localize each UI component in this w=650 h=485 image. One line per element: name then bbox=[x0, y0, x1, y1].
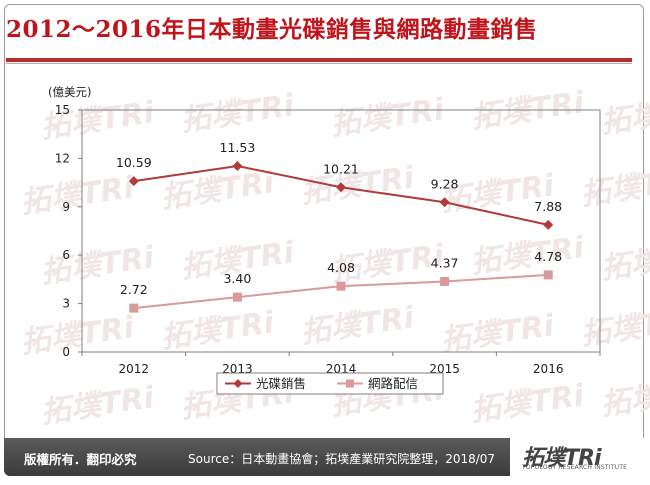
data-label: 4.37 bbox=[431, 255, 459, 270]
data-point bbox=[336, 182, 346, 193]
x-tick-label: 2012 bbox=[119, 362, 150, 376]
legend-label: 網路配信 bbox=[368, 376, 418, 391]
data-label: 4.08 bbox=[327, 260, 355, 275]
data-point bbox=[440, 276, 450, 286]
logo-subtitle: TOPOLOGY RESEARCH INSTITUTE bbox=[522, 464, 628, 471]
source-text: Source：日本動畫協會；拓墣產業研究院整理，2018/07 bbox=[188, 452, 496, 466]
x-tick-label: 2016 bbox=[533, 362, 564, 376]
data-label: 3.40 bbox=[223, 271, 251, 286]
data-point bbox=[232, 292, 242, 302]
data-label: 10.59 bbox=[116, 155, 152, 170]
data-label: 7.88 bbox=[534, 199, 562, 214]
legend-marker bbox=[346, 379, 354, 388]
footer: 版權所有．翻印必究 Source：日本動畫協會；拓墣產業研究院整理，2018/0… bbox=[0, 438, 650, 485]
legend-marker bbox=[233, 379, 243, 388]
y-tick-label: 9 bbox=[62, 200, 70, 214]
data-point bbox=[336, 281, 346, 291]
y-unit-label: (億美元) bbox=[48, 85, 91, 99]
title-divider bbox=[6, 58, 632, 62]
data-label: 9.28 bbox=[431, 176, 459, 191]
plot-area bbox=[81, 109, 601, 353]
y-tick-label: 3 bbox=[62, 297, 70, 311]
legend bbox=[216, 372, 444, 395]
data-point bbox=[439, 197, 450, 208]
data-point bbox=[543, 270, 553, 280]
data-label: 2.72 bbox=[120, 282, 148, 297]
data-point bbox=[232, 160, 243, 171]
data-point bbox=[129, 303, 139, 313]
y-tick-label: 6 bbox=[62, 248, 70, 262]
copyright-text: 版權所有．翻印必究 bbox=[24, 452, 137, 467]
y-tick-label: 15 bbox=[55, 103, 70, 117]
data-label: 10.21 bbox=[323, 161, 359, 176]
slide-frame bbox=[4, 4, 644, 479]
tri-logo: 拓墣TRi TOPOLOGY RESEARCH INSTITUTE bbox=[520, 440, 638, 474]
data-label: 11.53 bbox=[220, 140, 256, 155]
chart-title: 2012～2016年日本動畫光碟銷售與網路動畫銷售 bbox=[6, 16, 538, 43]
title-divider-thin bbox=[6, 63, 632, 64]
legend-label: 光碟銷售 bbox=[256, 376, 306, 391]
series-line bbox=[133, 273, 549, 310]
data-label: 4.78 bbox=[534, 249, 562, 264]
data-point bbox=[128, 176, 139, 187]
logo-text: 拓墣TRi bbox=[522, 446, 601, 471]
y-tick-label: 12 bbox=[55, 151, 70, 165]
footer-bar: 版權所有．翻印必究 Source：日本動畫協會；拓墣產業研究院整理，2018/0… bbox=[4, 438, 510, 476]
data-point bbox=[543, 219, 554, 230]
y-tick-label: 0 bbox=[62, 345, 70, 359]
